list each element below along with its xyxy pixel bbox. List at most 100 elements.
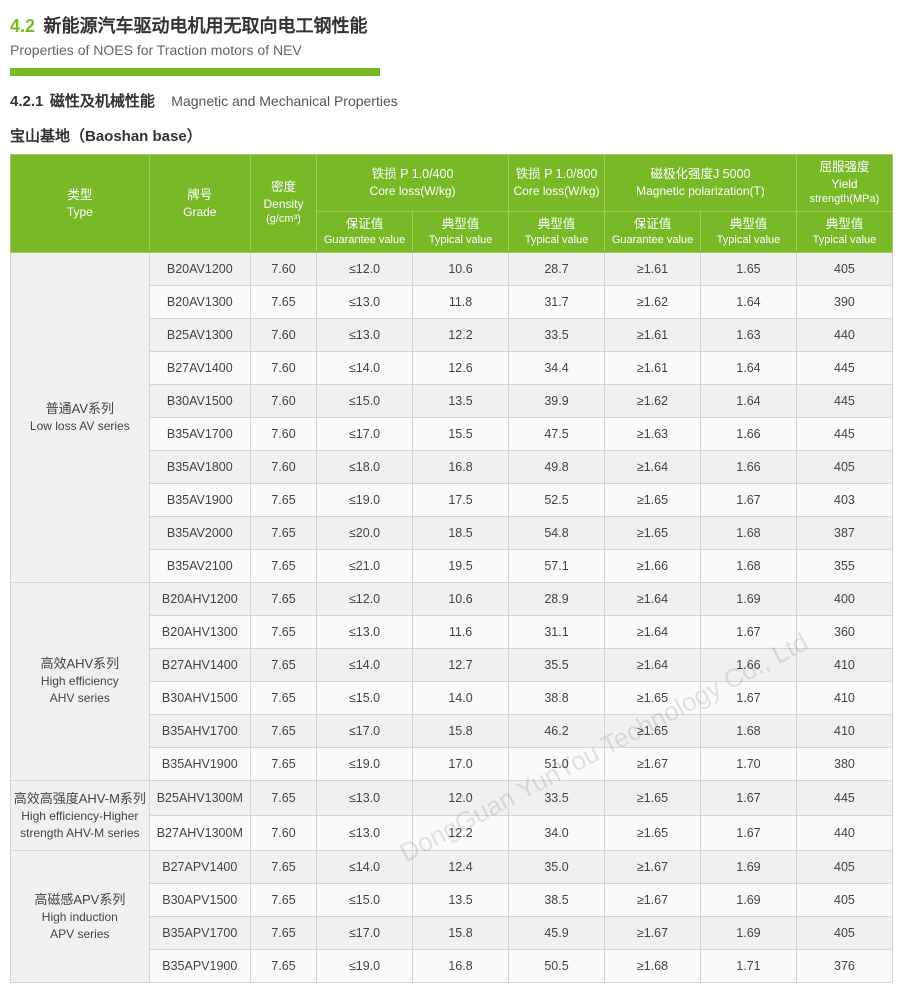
table-row: 高效AHV系列High efficiencyAHV seriesB20AHV12… (11, 582, 893, 615)
cell-cl400t: 15.8 (413, 917, 509, 950)
col-ys-typical: 典型值Typical value (796, 211, 892, 252)
cell-cl400g: ≤17.0 (317, 714, 413, 747)
cell-mpg: ≥1.63 (605, 417, 701, 450)
table-row: 普通AV系列Low loss AV seriesB20AV12007.60≤12… (11, 252, 893, 285)
cell-density: 7.65 (250, 582, 316, 615)
cell-density: 7.65 (250, 681, 316, 714)
cell-mpg: ≥1.64 (605, 582, 701, 615)
cell-density: 7.60 (250, 384, 316, 417)
cell-ys: 376 (796, 950, 892, 983)
cell-cl800t: 28.7 (509, 252, 605, 285)
cell-grade: B30AHV1500 (149, 681, 250, 714)
subsection-number: 4.2.1 (10, 93, 43, 110)
cell-density: 7.65 (250, 917, 316, 950)
cell-density: 7.65 (250, 615, 316, 648)
base-title: 宝山基地（Baoshan base） (10, 125, 893, 146)
cell-mpg: ≥1.67 (605, 884, 701, 917)
cell-grade: B25AHV1300M (149, 780, 250, 815)
cell-cl800t: 38.5 (509, 884, 605, 917)
cell-density: 7.65 (250, 884, 316, 917)
cell-cl400g: ≤21.0 (317, 549, 413, 582)
cell-mpt: 1.67 (700, 780, 796, 815)
cell-cl400g: ≤13.0 (317, 615, 413, 648)
table-row: 高磁感APV系列High inductionAPV seriesB27APV14… (11, 851, 893, 884)
cell-mpt: 1.69 (700, 582, 796, 615)
cell-cl400t: 15.8 (413, 714, 509, 747)
cell-ys: 360 (796, 615, 892, 648)
section-title-en: Properties of NOES for Traction motors o… (10, 42, 893, 58)
cell-ys: 390 (796, 285, 892, 318)
cell-cl400g: ≤15.0 (317, 384, 413, 417)
cell-mpg: ≥1.66 (605, 549, 701, 582)
cell-grade: B20AV1200 (149, 252, 250, 285)
cell-grade: B35APV1700 (149, 917, 250, 950)
col-mp-typical: 典型值Typical value (700, 211, 796, 252)
cell-cl800t: 31.7 (509, 285, 605, 318)
cell-cl400g: ≤15.0 (317, 681, 413, 714)
col-density: 密度 Density (g/cm³) (250, 155, 316, 253)
cell-ys: 400 (796, 582, 892, 615)
cell-cl800t: 54.8 (509, 516, 605, 549)
cell-density: 7.65 (250, 516, 316, 549)
cell-cl800t: 33.5 (509, 318, 605, 351)
cell-cl400t: 12.0 (413, 780, 509, 815)
properties-table: 类型 Type 牌号 Grade 密度 Density (g/cm³) 铁损 P… (10, 154, 893, 983)
cell-grade: B27AHV1300M (149, 816, 250, 851)
cell-mpg: ≥1.64 (605, 450, 701, 483)
cell-cl400g: ≤14.0 (317, 851, 413, 884)
cell-mpg: ≥1.67 (605, 747, 701, 780)
cell-ys: 380 (796, 747, 892, 780)
cell-ys: 405 (796, 884, 892, 917)
col-mp-guarantee: 保证值Guarantee value (605, 211, 701, 252)
col-coreloss800: 铁损 P 1.0/800 Core loss(W/kg) (509, 155, 605, 212)
cell-cl400g: ≤12.0 (317, 582, 413, 615)
cell-cl400g: ≤13.0 (317, 816, 413, 851)
col-magpol: 磁极化强度J 5000 Magnetic polarization(T) (605, 155, 797, 212)
cell-mpg: ≥1.62 (605, 384, 701, 417)
cell-cl400g: ≤19.0 (317, 747, 413, 780)
cell-mpt: 1.64 (700, 351, 796, 384)
cell-cl400t: 12.2 (413, 816, 509, 851)
cell-cl800t: 51.0 (509, 747, 605, 780)
cell-grade: B20AHV1200 (149, 582, 250, 615)
cell-ys: 405 (796, 917, 892, 950)
cell-ys: 405 (796, 851, 892, 884)
cell-ys: 387 (796, 516, 892, 549)
cell-density: 7.60 (250, 351, 316, 384)
cell-mpg: ≥1.67 (605, 917, 701, 950)
cell-cl800t: 47.5 (509, 417, 605, 450)
cell-mpg: ≥1.65 (605, 483, 701, 516)
cell-mpt: 1.64 (700, 384, 796, 417)
cell-ys: 445 (796, 384, 892, 417)
cell-cl400g: ≤13.0 (317, 285, 413, 318)
cell-density: 7.65 (250, 714, 316, 747)
cell-cl400g: ≤13.0 (317, 780, 413, 815)
cell-mpg: ≥1.65 (605, 780, 701, 815)
cell-grade: B30APV1500 (149, 884, 250, 917)
cell-cl400t: 18.5 (413, 516, 509, 549)
col-cl400-typical: 典型值Typical value (413, 211, 509, 252)
cell-mpg: ≥1.64 (605, 615, 701, 648)
subsection-title-cn: 磁性及机械性能 (50, 93, 155, 110)
cell-cl800t: 52.5 (509, 483, 605, 516)
cell-ys: 445 (796, 780, 892, 815)
cell-cl400g: ≤15.0 (317, 884, 413, 917)
cell-cl400t: 11.8 (413, 285, 509, 318)
col-cl400-guarantee: 保证值Guarantee value (317, 211, 413, 252)
cell-mpt: 1.66 (700, 648, 796, 681)
cell-cl400t: 12.7 (413, 648, 509, 681)
cell-cl400t: 16.8 (413, 950, 509, 983)
cell-density: 7.60 (250, 816, 316, 851)
cell-density: 7.60 (250, 450, 316, 483)
cell-ys: 445 (796, 417, 892, 450)
cell-cl800t: 57.1 (509, 549, 605, 582)
cell-density: 7.60 (250, 252, 316, 285)
cell-mpg: ≥1.61 (605, 318, 701, 351)
cell-cl800t: 34.4 (509, 351, 605, 384)
cell-cl400t: 16.8 (413, 450, 509, 483)
cell-cl400t: 12.6 (413, 351, 509, 384)
subsection-header: 4.2.1 磁性及机械性能 Magnetic and Mechanical Pr… (10, 90, 893, 111)
cell-cl400g: ≤18.0 (317, 450, 413, 483)
cell-cl800t: 35.0 (509, 851, 605, 884)
cell-cl800t: 49.8 (509, 450, 605, 483)
